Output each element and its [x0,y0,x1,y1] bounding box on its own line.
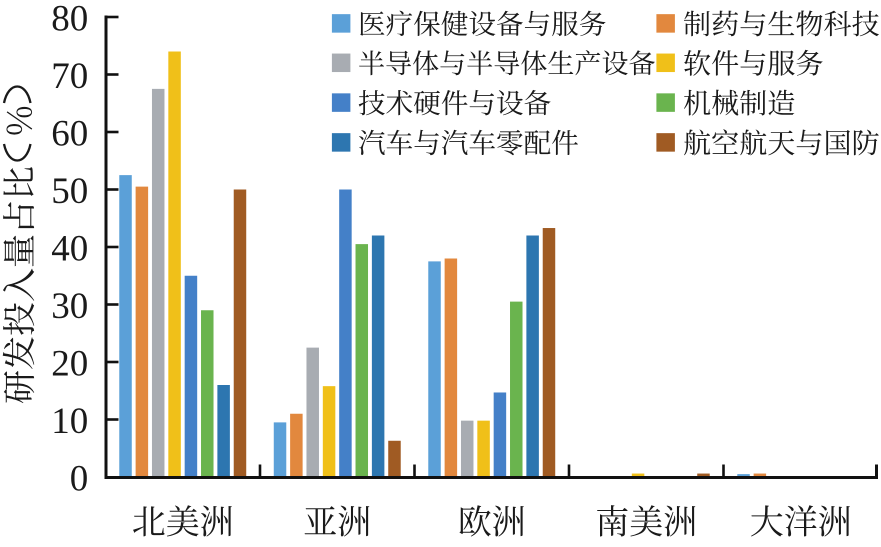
svg-text:80: 80 [51,0,88,39]
svg-text:70: 70 [51,56,88,97]
svg-text:10: 10 [51,401,88,442]
svg-text:0: 0 [70,458,89,499]
svg-text:50: 50 [51,171,88,212]
svg-text:40: 40 [51,228,88,269]
svg-text:30: 30 [51,286,88,327]
svg-text:60: 60 [51,113,88,154]
svg-text:20: 20 [51,343,88,384]
